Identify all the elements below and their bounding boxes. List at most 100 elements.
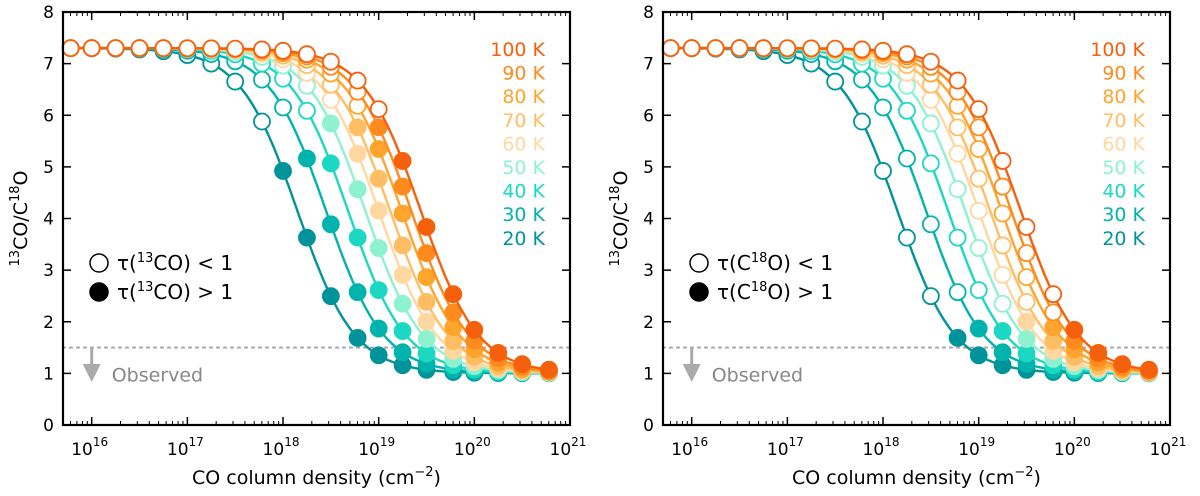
y-tick-label: 3	[643, 261, 654, 281]
data-point	[321, 287, 340, 306]
data-point	[969, 140, 988, 158]
panel-c18o: Observed 0 1 2 3 4 5 6 7 8 1016 1017 1018 1019 1020 102…	[608, 3, 1186, 489]
data-point	[178, 39, 197, 58]
data-point	[682, 39, 701, 58]
data-point	[921, 90, 940, 109]
legend-label: τ(13CO) < 1	[117, 251, 233, 275]
data-point	[1065, 320, 1084, 339]
data-point	[948, 118, 967, 137]
data-point	[1140, 360, 1158, 379]
data-point	[417, 344, 436, 363]
legend-marker-filled	[89, 282, 109, 302]
temperature-label: 30 K	[1102, 204, 1145, 226]
data-point	[948, 71, 967, 90]
data-point	[993, 343, 1012, 362]
panel-13co: Observed 0 1 2 3 4 5 6 7 8 1016 1017 1018 1019 1020 102…	[8, 3, 586, 489]
observed-label: Observed	[712, 364, 803, 386]
data-point	[369, 169, 388, 188]
data-point	[826, 39, 845, 58]
data-point	[754, 39, 773, 58]
y-tick-label: 6	[643, 106, 654, 126]
data-point	[321, 90, 340, 109]
data-point	[348, 71, 367, 90]
data-point	[226, 39, 245, 58]
data-point	[969, 281, 988, 300]
y-tick-label: 4	[43, 210, 54, 230]
data-point	[417, 218, 436, 236]
data-point	[298, 228, 316, 247]
data-point	[969, 319, 988, 338]
data-point	[993, 265, 1012, 284]
data-point	[993, 177, 1012, 196]
data-point	[706, 39, 725, 58]
series-100-k	[661, 39, 1158, 379]
y-tick-label: 0	[43, 416, 54, 436]
x-tick-label: 1021	[550, 435, 587, 460]
data-point	[321, 215, 340, 234]
temperature-label: 70 K	[502, 110, 545, 132]
data-point	[369, 319, 388, 338]
data-point	[948, 144, 967, 163]
data-point	[921, 287, 940, 306]
legend-label: τ(13CO) > 1	[117, 280, 233, 304]
data-point	[993, 322, 1012, 340]
data-point	[969, 201, 988, 220]
data-point	[948, 283, 967, 302]
data-point	[393, 152, 412, 170]
data-point	[1089, 343, 1108, 362]
data-point	[298, 101, 316, 120]
legend-marker-filled	[689, 282, 709, 302]
temperature-label: 80 K	[502, 86, 545, 108]
data-point	[898, 45, 916, 64]
temperature-label: 50 K	[502, 157, 545, 179]
x-tick-label: 1017	[167, 435, 204, 460]
data-point	[1017, 268, 1036, 287]
temperature-label: 20 K	[1102, 228, 1145, 250]
x-tick-label: 1017	[767, 435, 804, 460]
temperature-label: 40 K	[502, 181, 545, 203]
data-point	[298, 45, 316, 64]
temperature-label: 100 K	[490, 39, 545, 61]
data-point	[540, 360, 558, 379]
observed-label: Observed	[112, 364, 203, 386]
temperature-label: 90 K	[502, 63, 545, 85]
data-point	[253, 112, 271, 131]
data-point	[1017, 218, 1036, 236]
y-tick-label: 7	[643, 55, 654, 75]
data-point	[82, 39, 101, 58]
data-point	[921, 114, 940, 133]
temperature-label: 70 K	[1102, 110, 1145, 132]
data-point	[1017, 312, 1036, 331]
temperature-label: 40 K	[1102, 181, 1145, 203]
data-point	[417, 330, 436, 348]
data-point	[874, 162, 892, 180]
data-point	[969, 239, 988, 257]
x-tick-label: 1019	[958, 435, 995, 460]
data-point	[993, 152, 1012, 170]
data-point	[348, 118, 367, 137]
data-point	[154, 39, 173, 58]
data-point	[1044, 285, 1063, 304]
data-point	[369, 118, 388, 137]
data-point	[948, 228, 967, 247]
data-point	[393, 177, 412, 196]
observed-arrow-head	[682, 363, 701, 382]
legend-label: τ(C18O) < 1	[717, 251, 833, 275]
x-tick-label: 1020	[454, 435, 491, 460]
data-point	[369, 281, 388, 300]
data-point	[321, 154, 340, 173]
data-point	[369, 201, 388, 220]
data-point	[921, 154, 940, 173]
legend-marker-open	[689, 253, 709, 273]
y-tick-label: 5	[43, 158, 54, 178]
data-point	[513, 355, 532, 374]
data-point	[444, 285, 463, 304]
data-point	[274, 98, 292, 117]
temperature-label: 90 K	[1102, 63, 1145, 85]
data-point	[993, 294, 1012, 313]
data-point	[969, 100, 988, 119]
data-point	[1017, 330, 1036, 348]
x-tick-label: 1016	[671, 435, 708, 460]
data-point	[417, 244, 436, 263]
data-point	[444, 303, 463, 322]
